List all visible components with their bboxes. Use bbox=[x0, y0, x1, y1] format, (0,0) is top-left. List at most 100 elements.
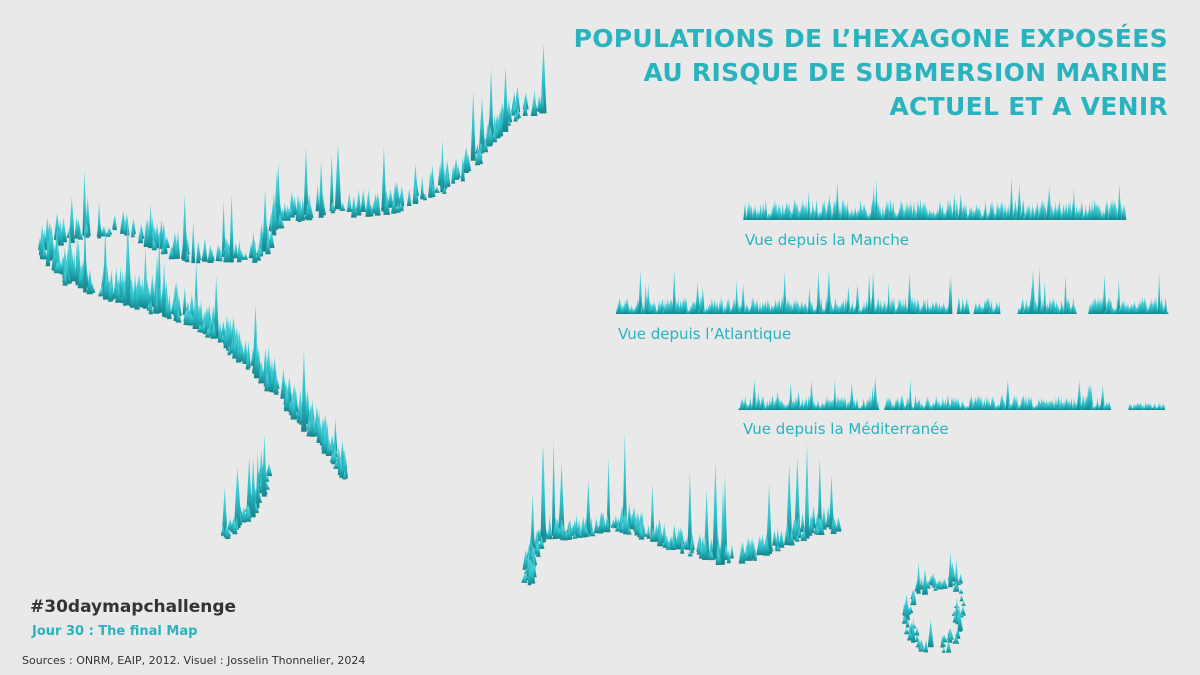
coast-spike bbox=[475, 148, 481, 166]
profile-spike bbox=[816, 270, 821, 314]
coast-spike bbox=[198, 300, 204, 331]
coast-spike bbox=[309, 409, 315, 437]
coast-spike bbox=[796, 528, 802, 539]
coast-spike bbox=[137, 229, 144, 244]
coast-spike bbox=[952, 635, 960, 644]
spike-shadow bbox=[931, 589, 937, 592]
coast-spike bbox=[940, 634, 945, 648]
profile-spike bbox=[743, 202, 747, 220]
coast-spike bbox=[391, 194, 397, 214]
coast-spike bbox=[804, 476, 810, 539]
spike-shadow bbox=[323, 459, 334, 464]
spike-shadow bbox=[629, 530, 644, 536]
coast-spike bbox=[784, 522, 791, 546]
spike-shadow bbox=[128, 239, 142, 245]
spike-shadow bbox=[165, 319, 197, 330]
spike-shadow bbox=[159, 255, 173, 261]
coast-spike bbox=[572, 533, 578, 539]
coast-spike bbox=[585, 479, 591, 534]
coast-spike bbox=[580, 517, 586, 538]
spike-shadow bbox=[216, 355, 240, 364]
coast-spike bbox=[108, 278, 113, 302]
coast-spike bbox=[676, 529, 681, 550]
spike-shadow bbox=[898, 624, 909, 629]
spike-shadow bbox=[667, 548, 684, 555]
spike-shadow bbox=[299, 445, 329, 456]
spike-shadow bbox=[271, 411, 302, 422]
spike-shadow bbox=[336, 477, 346, 481]
profile-spike bbox=[855, 283, 860, 314]
coast-spike bbox=[271, 191, 277, 236]
spike-shadow bbox=[122, 238, 149, 248]
spike-shadow bbox=[245, 378, 268, 387]
spike-shadow bbox=[17, 240, 49, 252]
spike-shadow bbox=[263, 403, 288, 413]
coast-spike bbox=[173, 237, 179, 259]
profile-spike bbox=[888, 198, 893, 220]
coast-spike bbox=[451, 164, 456, 184]
coast-spike bbox=[413, 182, 419, 204]
spike-shadow bbox=[227, 355, 244, 362]
profile-spike bbox=[1064, 273, 1067, 314]
spike-shadow bbox=[700, 558, 719, 566]
spike-shadow bbox=[317, 467, 341, 476]
spike-shadow bbox=[409, 140, 475, 162]
coast-spike bbox=[531, 549, 538, 566]
spike-shadow bbox=[934, 614, 958, 624]
spike-shadow bbox=[439, 173, 464, 183]
coast-spike bbox=[77, 230, 84, 240]
spike-shadow bbox=[53, 232, 73, 240]
coast-spike bbox=[226, 317, 231, 351]
spike-shadow bbox=[171, 320, 188, 326]
coast-spike bbox=[277, 212, 283, 229]
coast-spike bbox=[245, 352, 250, 370]
coast-spike bbox=[922, 568, 928, 595]
profile-spike bbox=[1158, 402, 1162, 410]
coast-spike bbox=[325, 438, 332, 456]
spike-shadow bbox=[20, 251, 51, 262]
coast-spike bbox=[615, 523, 622, 532]
spike-shadow bbox=[296, 435, 321, 444]
coast-spike bbox=[702, 536, 709, 560]
spike-shadow bbox=[890, 635, 915, 644]
profile-spike bbox=[819, 297, 823, 314]
coast-spike bbox=[184, 249, 190, 263]
spike-shadow bbox=[804, 523, 825, 531]
coast-spike bbox=[393, 181, 401, 207]
coast-spike bbox=[470, 89, 476, 161]
spike-shadow bbox=[253, 481, 261, 484]
spike-shadow bbox=[418, 198, 426, 202]
coastline-shadows bbox=[11, 92, 965, 654]
coast-spike bbox=[103, 268, 110, 300]
coast-spike bbox=[589, 529, 596, 537]
spike-shadow bbox=[892, 611, 906, 617]
coast-spike bbox=[242, 252, 248, 260]
spike-shadow bbox=[468, 150, 479, 155]
spike-shadow bbox=[42, 275, 68, 285]
coast-spike bbox=[808, 514, 813, 536]
spike-shadow bbox=[682, 551, 704, 560]
spike-shadow bbox=[772, 549, 779, 553]
sources-credit: Sources : ONRM, EAIP, 2012. Visuel : Jos… bbox=[22, 654, 366, 667]
coast-spike bbox=[68, 196, 75, 243]
coast-spike bbox=[800, 528, 807, 541]
profile-spike bbox=[910, 403, 913, 410]
coast-spike bbox=[622, 430, 627, 528]
spike-shadow bbox=[502, 123, 511, 127]
coast-spike bbox=[712, 461, 719, 559]
coast-spike bbox=[792, 517, 797, 540]
profile-spike bbox=[1157, 271, 1161, 314]
coast-spike bbox=[383, 190, 390, 215]
profile-spike bbox=[838, 205, 842, 220]
spike-shadow bbox=[472, 130, 491, 138]
spike-shadow bbox=[333, 211, 355, 219]
spike-shadow bbox=[276, 415, 301, 425]
coast-spike bbox=[45, 236, 51, 267]
spike-shadow bbox=[400, 192, 424, 201]
spike-shadow bbox=[159, 320, 218, 340]
spike-shadow bbox=[151, 248, 187, 261]
coast-spike bbox=[932, 577, 938, 588]
coast-spike bbox=[232, 519, 238, 535]
coast-spike bbox=[301, 347, 307, 432]
